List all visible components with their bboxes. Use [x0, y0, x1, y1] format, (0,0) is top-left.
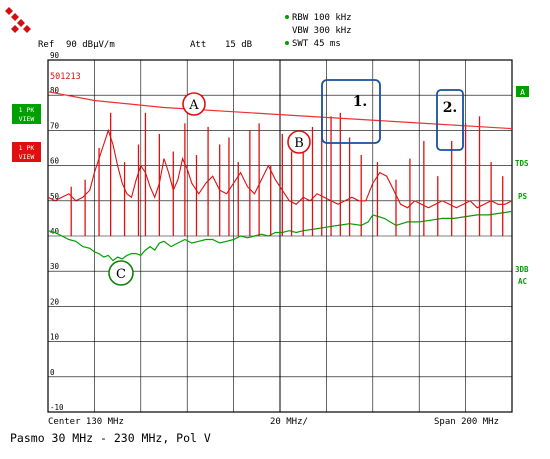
division-label: 20 MHz/	[270, 417, 308, 427]
att-value: 15 dB	[225, 40, 252, 50]
peak-trace	[47, 128, 513, 209]
ref-value: 90 dBµV/m	[66, 40, 115, 50]
annotation-c-label: C	[116, 267, 126, 282]
right-tds-label: TDS	[515, 159, 529, 168]
right-a-badge	[516, 86, 529, 97]
average-trace-group	[47, 210, 513, 262]
caption: Pasmo 30 MHz - 230 MHz, Pol V	[10, 431, 211, 445]
trace1-mode: 1 PK	[19, 106, 35, 114]
vbw-readout: VBW 300 kHz	[292, 26, 352, 36]
right-3db-label: 3DB	[515, 265, 529, 274]
span-label: Span 200 MHz	[434, 417, 499, 427]
plot-area: 90 80 70 60 50 40 30 20 10 0 -10	[47, 51, 513, 413]
trace2-indicator[interactable]: 1 PK VIEW	[12, 142, 41, 162]
y-tick-label: 30	[50, 262, 60, 271]
region-box-2: 2.	[436, 89, 464, 151]
rbw-readout: RBW 100 kHz	[292, 13, 352, 23]
annotation-b: B	[287, 130, 311, 154]
region-box-2-label: 2.	[443, 100, 458, 116]
rbw-bullet	[285, 15, 289, 19]
y-tick-labels: 90 80 70 60 50 40 30 20 10 0 -10	[50, 51, 64, 412]
y-tick-label: 10	[50, 333, 60, 342]
swt-bullet	[285, 41, 289, 45]
peak-trace-group	[47, 128, 513, 209]
annotation-a-label: A	[188, 98, 199, 113]
y-tick-label: 0	[50, 368, 55, 377]
annotation-c: C	[108, 260, 134, 286]
y-tick-label: 20	[50, 297, 60, 306]
grid	[48, 60, 512, 412]
annotation-a: A	[182, 92, 206, 116]
average-trace	[47, 210, 513, 262]
y-tick-label: -10	[50, 403, 64, 412]
swt-readout: SWT 45 ms	[292, 39, 341, 49]
right-ac-label: AC	[518, 277, 527, 286]
marker-readout: 501213	[50, 72, 81, 82]
center-frequency: Center 130 MHz	[48, 417, 124, 427]
annotation-b-label: B	[294, 136, 304, 151]
right-a-label: A	[520, 88, 525, 97]
y-tick-label: 80	[50, 86, 60, 95]
y-tick-label: 70	[50, 121, 60, 130]
brand-logo-icon	[5, 7, 31, 33]
y-tick-label: 50	[50, 192, 60, 201]
att-label: Att	[190, 40, 206, 50]
region-box-1: 1.	[321, 79, 381, 144]
trace2-view: VIEW	[19, 153, 35, 161]
peak-spikes-group	[70, 112, 504, 236]
y-tick-label: 40	[50, 227, 60, 236]
y-tick-label: 90	[50, 51, 60, 60]
right-ps-label: PS	[518, 192, 528, 201]
trace1-indicator[interactable]: 1 PK VIEW	[12, 104, 41, 124]
limit-line-group	[47, 91, 513, 130]
trace1-view: VIEW	[19, 115, 35, 123]
y-tick-label: 60	[50, 157, 60, 166]
region-box-1-label: 1.	[353, 94, 368, 110]
ref-label: Ref	[38, 40, 54, 50]
limit-line	[47, 91, 513, 130]
trace2-mode: 1 PK	[19, 144, 35, 152]
